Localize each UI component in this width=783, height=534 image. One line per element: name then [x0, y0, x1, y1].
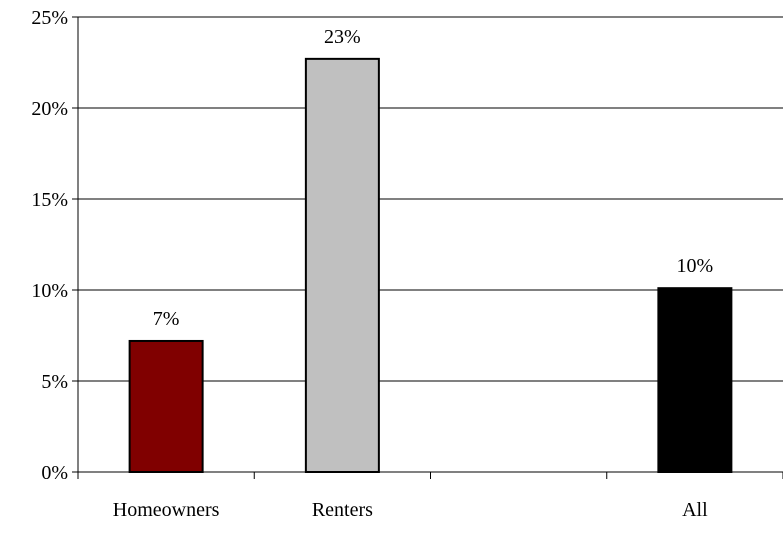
y-axis-tick-labels: 0% 5% 10% 15% 20% 25% — [31, 7, 68, 484]
data-labels: 7% 23% 10% — [153, 26, 713, 330]
y-tick-label: 0% — [41, 462, 68, 484]
x-axis-tick-labels: Homeowners Renters All — [113, 499, 708, 521]
data-label-homeowners: 7% — [153, 308, 180, 330]
bars — [128, 57, 733, 474]
bar-homeowners — [128, 339, 204, 473]
data-label-all: 10% — [677, 255, 714, 277]
bar-renters — [304, 57, 380, 474]
y-tick-label: 15% — [31, 189, 68, 211]
y-tick-label: 5% — [41, 371, 68, 393]
x-tick-label: Renters — [312, 499, 373, 521]
bar-all — [657, 287, 733, 473]
y-tick-label: 20% — [31, 98, 68, 120]
y-tick-label: 10% — [31, 280, 68, 302]
y-tick-label: 25% — [31, 7, 68, 29]
x-tick-label: All — [682, 499, 708, 521]
x-tick-label: Homeowners — [113, 499, 220, 521]
data-label-renters: 23% — [324, 26, 361, 48]
